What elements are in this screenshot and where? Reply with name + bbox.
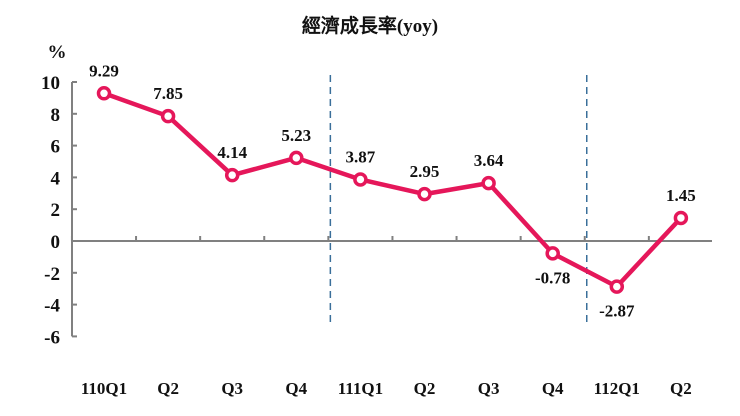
data-label: 5.23 [281,126,311,145]
x-tick-label: Q2 [157,379,179,398]
x-tick-label: Q4 [285,379,307,398]
series-line [103,91,683,289]
y-tick-label: -2 [44,264,60,285]
y-tick-label: -4 [44,296,60,317]
data-point [160,108,176,124]
data-label: 2.95 [410,162,440,181]
chart-title: 經濟成長率(yoy) [302,14,438,37]
data-point [673,210,689,226]
data-label: 1.45 [666,186,696,205]
data-label: 3.87 [346,147,376,166]
x-tick-label: Q2 [670,379,692,398]
y-tick-label: 10 [41,73,60,94]
x-tick-label: Q4 [542,379,564,398]
y-tick-label: 0 [51,232,61,253]
x-tick-label: 112Q1 [594,379,640,398]
x-tick-label: 110Q1 [81,379,127,398]
data-label: 3.64 [474,151,504,170]
y-axis-unit: % [48,42,67,63]
data-label: -0.78 [535,268,570,287]
x-tick-label: Q3 [478,379,500,398]
data-point [481,175,496,191]
y-tick-label: 4 [51,168,61,189]
data-label: 4.14 [217,143,247,162]
data-point [353,172,368,187]
data-point [96,86,112,101]
data-point [289,150,304,166]
data-label: 7.85 [153,84,183,103]
x-tick-label: Q3 [221,379,243,398]
y-tick-label: -6 [44,327,60,348]
data-point [417,186,432,202]
y-tick-label: 2 [51,200,61,221]
data-point [224,167,240,183]
data-point [609,279,625,294]
data-point [545,246,560,261]
data-label: 9.29 [89,61,119,80]
y-tick-label: 8 [51,105,61,126]
x-tick-label: 111Q1 [338,379,383,398]
data-label: -2.87 [599,302,635,321]
x-tick-label: Q2 [414,379,436,398]
y-tick-label: 6 [51,137,61,158]
